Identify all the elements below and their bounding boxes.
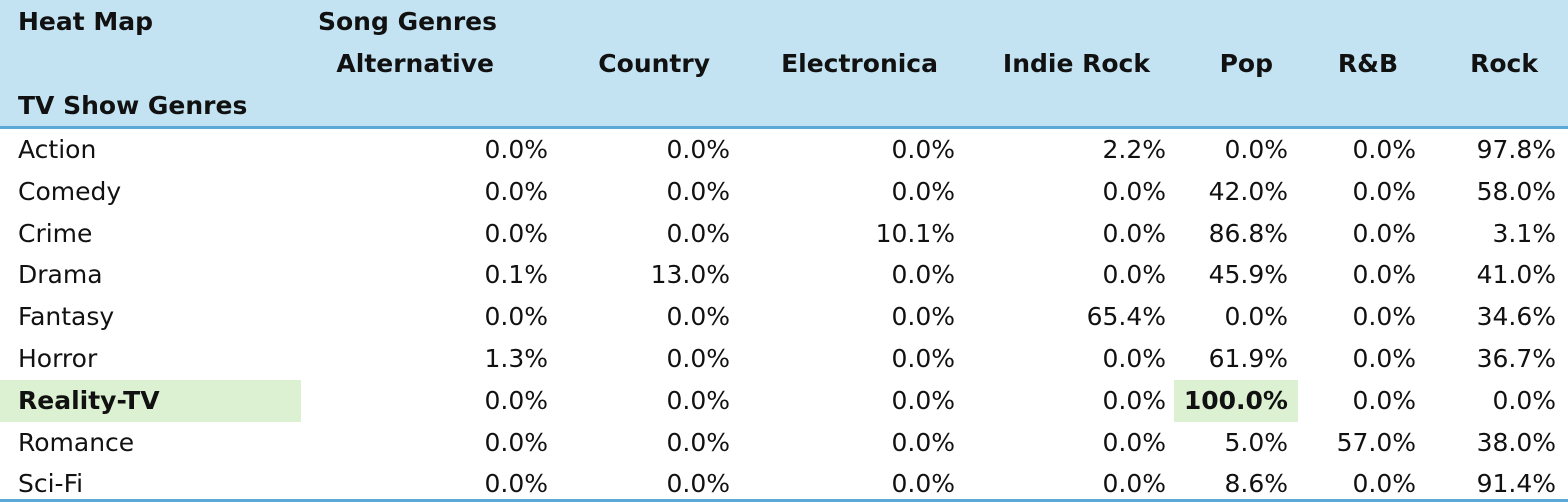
- row-label: Drama: [18, 260, 103, 290]
- table-header: Heat Map Song Genres TV Show Genres Alte…: [0, 0, 1568, 129]
- cell-alternative: 0.0%: [484, 218, 548, 248]
- table-row: Sci-Fi 0.0% 0.0% 0.0% 0.0% 8.6% 0.0% 91.4%: [0, 463, 1568, 502]
- column-header-country: Country: [598, 49, 710, 78]
- row-label: Reality-TV: [18, 385, 160, 415]
- row-label: Sci-Fi: [18, 469, 84, 499]
- cell-rock: 34.6%: [1476, 302, 1556, 332]
- cell-rnb: 0.0%: [1352, 302, 1416, 332]
- cell-country: 0.0%: [666, 469, 730, 499]
- cell-electronica: 0.0%: [891, 135, 955, 164]
- cell-electronica: 0.0%: [891, 385, 955, 415]
- cell-rock: 0.0%: [1492, 385, 1556, 415]
- cell-country: 0.0%: [666, 176, 730, 206]
- cell-alternative: 1.3%: [484, 344, 548, 373]
- cell-alternative: 0.1%: [484, 260, 548, 290]
- cell-rock: 38.0%: [1476, 427, 1556, 457]
- cell-country: 13.0%: [650, 260, 730, 290]
- cell-alternative: 0.0%: [484, 469, 548, 499]
- cell-rnb: 57.0%: [1336, 427, 1416, 457]
- table-bottom-border: [0, 499, 1568, 502]
- row-label: Action: [18, 135, 97, 164]
- cell-country: 0.0%: [666, 302, 730, 332]
- cell-alternative: 0.0%: [484, 427, 548, 457]
- row-label: Fantasy: [18, 302, 115, 332]
- row-label-highlight: [0, 379, 301, 422]
- cell-indie-rock: 65.4%: [1086, 302, 1166, 332]
- cell-pop: 5.0%: [1224, 427, 1288, 457]
- cell-indie-rock: 0.0%: [1102, 469, 1166, 499]
- table-row: Crime 0.0% 0.0% 10.1% 0.0% 86.8% 0.0% 3.1%: [0, 213, 1568, 255]
- cell-indie-rock: 0.0%: [1102, 218, 1166, 248]
- cell-rnb: 0.0%: [1352, 344, 1416, 373]
- cell-pop: 61.9%: [1208, 344, 1288, 373]
- cell-rnb: 0.0%: [1352, 469, 1416, 499]
- table-title: Heat Map: [18, 7, 154, 36]
- cell-rnb: 0.0%: [1352, 135, 1416, 164]
- cell-country: 0.0%: [666, 427, 730, 457]
- column-group-label: Song Genres: [318, 7, 498, 36]
- cell-alternative: 0.0%: [484, 385, 548, 415]
- cell-indie-rock: 0.0%: [1102, 385, 1166, 415]
- table-row: Romance 0.0% 0.0% 0.0% 0.0% 5.0% 57.0% 38.0%: [0, 422, 1568, 464]
- cell-electronica: 10.1%: [875, 218, 955, 248]
- cell-rnb: 0.0%: [1352, 218, 1416, 248]
- cell-indie-rock: 0.0%: [1102, 176, 1166, 206]
- cell-country: 0.0%: [666, 218, 730, 248]
- cell-rock: 41.0%: [1476, 260, 1556, 290]
- table-row: Horror 1.3% 0.0% 0.0% 0.0% 61.9% 0.0% 36.7%: [0, 338, 1568, 380]
- cell-pop: 0.0%: [1224, 135, 1288, 164]
- column-header-rnb: R&B: [1337, 49, 1398, 78]
- column-header-electronica: Electronica: [781, 49, 938, 78]
- cell-pop: 42.0%: [1208, 176, 1288, 206]
- cell-indie-rock: 0.0%: [1102, 260, 1166, 290]
- table-row: Reality-TV 0.0% 0.0% 0.0% 0.0% 100.0% 0.0% 0.0%: [0, 379, 1568, 422]
- row-group-label: TV Show Genres: [18, 91, 248, 120]
- cell-rock: 58.0%: [1476, 176, 1556, 206]
- cell-pop: 45.9%: [1208, 260, 1288, 290]
- table-row: Drama 0.1% 13.0% 0.0% 0.0% 45.9% 0.0% 41.0%: [0, 254, 1568, 296]
- cell-indie-rock: 2.2%: [1102, 135, 1166, 164]
- cell-electronica: 0.0%: [891, 469, 955, 499]
- column-header-indie-rock: Indie Rock: [1002, 49, 1150, 78]
- table-row: Action 0.0% 0.0% 0.0% 2.2% 0.0% 0.0% 97.8%: [0, 129, 1568, 171]
- column-header-rock: Rock: [1470, 49, 1538, 78]
- cell-country: 0.0%: [666, 385, 730, 415]
- row-label: Comedy: [18, 176, 122, 206]
- table-row: Comedy 0.0% 0.0% 0.0% 0.0% 42.0% 0.0% 58.0%: [0, 171, 1568, 213]
- cell-indie-rock: 0.0%: [1102, 344, 1166, 373]
- cell-indie-rock: 0.0%: [1102, 427, 1166, 457]
- cell-alternative: 0.0%: [484, 302, 548, 332]
- cell-pop: 0.0%: [1224, 302, 1288, 332]
- cell-rock: 3.1%: [1492, 218, 1556, 248]
- cell-rock: 36.7%: [1476, 344, 1556, 373]
- table-row: Fantasy 0.0% 0.0% 0.0% 65.4% 0.0% 0.0% 34.6%: [0, 296, 1568, 338]
- cell-pop: 100.0%: [1183, 385, 1288, 415]
- cell-electronica: 0.0%: [891, 260, 955, 290]
- row-label: Horror: [18, 344, 98, 373]
- row-label: Romance: [18, 427, 135, 457]
- cell-alternative: 0.0%: [484, 135, 548, 164]
- cell-pop: 8.6%: [1224, 469, 1288, 499]
- cell-electronica: 0.0%: [891, 176, 955, 206]
- cell-rock: 91.4%: [1476, 469, 1556, 499]
- cell-country: 0.0%: [666, 135, 730, 164]
- row-label: Crime: [18, 218, 93, 248]
- cell-rnb: 0.0%: [1352, 176, 1416, 206]
- cell-rock: 97.8%: [1476, 135, 1556, 164]
- cell-electronica: 0.0%: [891, 302, 955, 332]
- cell-rnb: 0.0%: [1352, 260, 1416, 290]
- cell-pop: 86.8%: [1208, 218, 1288, 248]
- cell-country: 0.0%: [666, 344, 730, 373]
- cell-electronica: 0.0%: [891, 344, 955, 373]
- column-header-pop: Pop: [1219, 49, 1273, 78]
- cell-highlight: [1174, 379, 1298, 422]
- column-header-alternative: Alternative: [336, 49, 494, 78]
- cell-electronica: 0.0%: [891, 427, 955, 457]
- cell-rnb: 0.0%: [1352, 385, 1416, 415]
- cell-alternative: 0.0%: [484, 176, 548, 206]
